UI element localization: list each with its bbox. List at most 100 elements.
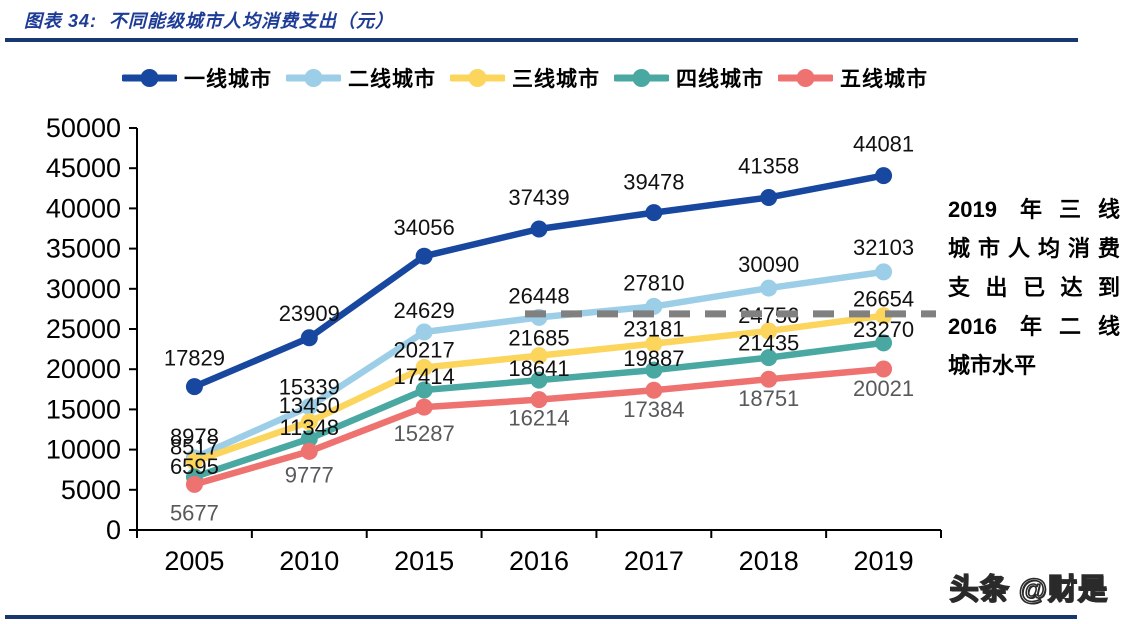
legend-dot bbox=[468, 69, 487, 87]
data-label: 23909 bbox=[279, 301, 340, 326]
legend-marker-icon bbox=[614, 69, 669, 87]
data-point bbox=[645, 381, 663, 399]
data-label: 23270 bbox=[853, 317, 914, 342]
title-divider bbox=[5, 38, 1078, 42]
data-point bbox=[300, 442, 318, 460]
x-axis-label: 2015 bbox=[394, 546, 454, 576]
labels-四线城市: 6595 11348 17414 18641 19887 21435 23270 bbox=[170, 317, 914, 479]
watermark: 头条 @财是 bbox=[949, 573, 1108, 607]
y-axis-label: 30000 bbox=[46, 274, 121, 304]
data-point bbox=[875, 167, 893, 185]
data-label: 18641 bbox=[508, 356, 569, 381]
data-point bbox=[760, 322, 778, 340]
data-point bbox=[415, 398, 433, 416]
annotation-line: 2019 年三线 bbox=[948, 197, 1120, 222]
data-point bbox=[300, 398, 318, 416]
labels-五线城市: 5677 9777 15287 16214 17384 18751 20021 bbox=[170, 376, 914, 525]
y-axis-label: 40000 bbox=[46, 193, 121, 223]
legend-marker-icon bbox=[122, 69, 177, 87]
data-label: 8978 bbox=[170, 424, 219, 449]
data-label: 27810 bbox=[623, 270, 684, 295]
data-point bbox=[415, 247, 433, 265]
data-label: 20217 bbox=[394, 337, 455, 362]
annotation-line: 城市水平 bbox=[948, 353, 1037, 378]
data-point bbox=[300, 413, 318, 431]
annotation-line: 城市人均消费 bbox=[948, 236, 1120, 261]
data-point bbox=[760, 349, 778, 367]
legend-item-二线城市: 二线城市 bbox=[286, 63, 436, 93]
legend-label: 四线城市 bbox=[676, 68, 764, 91]
data-point bbox=[760, 279, 778, 297]
legend-item-一线城市: 一线城市 bbox=[122, 63, 272, 93]
data-point bbox=[530, 391, 548, 409]
legend-dot bbox=[632, 69, 651, 87]
data-point bbox=[300, 430, 318, 448]
figure-title: 图表 34: 不同能级城市人均消费支出（元） bbox=[24, 11, 395, 31]
x-axis-label: 2010 bbox=[279, 546, 339, 576]
legend-item-五线城市: 五线城市 bbox=[778, 63, 928, 93]
data-point bbox=[760, 370, 778, 388]
y-axis-label: 5000 bbox=[61, 475, 121, 505]
annotation-line: 支出已达到 bbox=[948, 275, 1120, 300]
data-point bbox=[185, 378, 203, 396]
data-label: 30090 bbox=[738, 252, 799, 277]
labels-一线城市: 17829 23909 34056 37439 39478 41358 44081 bbox=[164, 132, 914, 371]
data-point bbox=[645, 361, 663, 379]
legend-dot bbox=[304, 69, 323, 87]
y-axis-label: 15000 bbox=[46, 394, 121, 424]
data-label: 15339 bbox=[279, 375, 340, 400]
y-axis-label: 45000 bbox=[46, 153, 121, 183]
series-一线城市 bbox=[185, 167, 893, 396]
data-label: 6595 bbox=[170, 454, 219, 479]
y-axis-label: 10000 bbox=[46, 435, 121, 465]
x-axis-label: 2018 bbox=[739, 546, 799, 576]
data-point bbox=[875, 263, 893, 281]
data-label: 37439 bbox=[508, 185, 569, 210]
data-point bbox=[645, 204, 663, 222]
x-axis-label: 2019 bbox=[854, 546, 914, 576]
annotation-callout: 2019 年三线 城市人均消费 支出已达到 2016 年二线 城市水平 bbox=[948, 190, 1120, 385]
data-label: 9777 bbox=[285, 462, 334, 487]
data-label: 26448 bbox=[508, 283, 569, 308]
legend-marker-icon bbox=[778, 69, 833, 87]
data-label: 19887 bbox=[623, 346, 684, 371]
legend-label: 三线城市 bbox=[512, 68, 600, 91]
data-point bbox=[645, 335, 663, 353]
legend-item-三线城市: 三线城市 bbox=[450, 63, 600, 93]
labels-二线城市: 8978 15339 24629 26448 27810 30090 32103 bbox=[170, 235, 914, 449]
series-五线城市 bbox=[185, 360, 893, 493]
data-point bbox=[530, 220, 548, 238]
data-label: 34056 bbox=[394, 215, 455, 240]
annotation-line: 2016 年二线 bbox=[948, 314, 1120, 339]
data-label: 26654 bbox=[853, 287, 914, 312]
chart-legend: 一线城市 二线城市 三线城市 四线城市 五线城市 bbox=[0, 62, 1050, 94]
data-point bbox=[415, 323, 433, 341]
y-axis-label: 25000 bbox=[46, 314, 121, 344]
data-label: 17414 bbox=[394, 364, 455, 389]
legend-label: 二线城市 bbox=[348, 68, 436, 91]
data-label: 23181 bbox=[623, 317, 684, 342]
axes: 0 5000 10000 15000 20000 25000 30000 35000 40000… bbox=[46, 113, 942, 576]
data-label: 16214 bbox=[508, 406, 569, 431]
bottom-divider bbox=[5, 615, 1077, 619]
data-label: 15287 bbox=[394, 421, 455, 446]
data-label: 39478 bbox=[623, 170, 684, 195]
data-label: 18751 bbox=[738, 386, 799, 411]
data-label: 41358 bbox=[738, 153, 799, 178]
x-axis-label: 2016 bbox=[509, 546, 569, 576]
data-point bbox=[300, 329, 318, 347]
legend-marker-icon bbox=[286, 69, 341, 87]
data-label: 32103 bbox=[853, 235, 914, 260]
data-label: 21435 bbox=[738, 331, 799, 356]
x-axis-label: 2017 bbox=[624, 546, 684, 576]
x-axis-label: 2005 bbox=[164, 546, 224, 576]
data-label: 8517 bbox=[170, 435, 219, 460]
data-label: 20021 bbox=[853, 376, 914, 401]
data-label: 21685 bbox=[508, 326, 569, 351]
data-point bbox=[185, 475, 203, 493]
y-axis-label: 35000 bbox=[46, 234, 121, 264]
data-label: 24629 bbox=[394, 298, 455, 323]
data-point bbox=[530, 347, 548, 365]
y-axis-label: 20000 bbox=[46, 354, 121, 384]
